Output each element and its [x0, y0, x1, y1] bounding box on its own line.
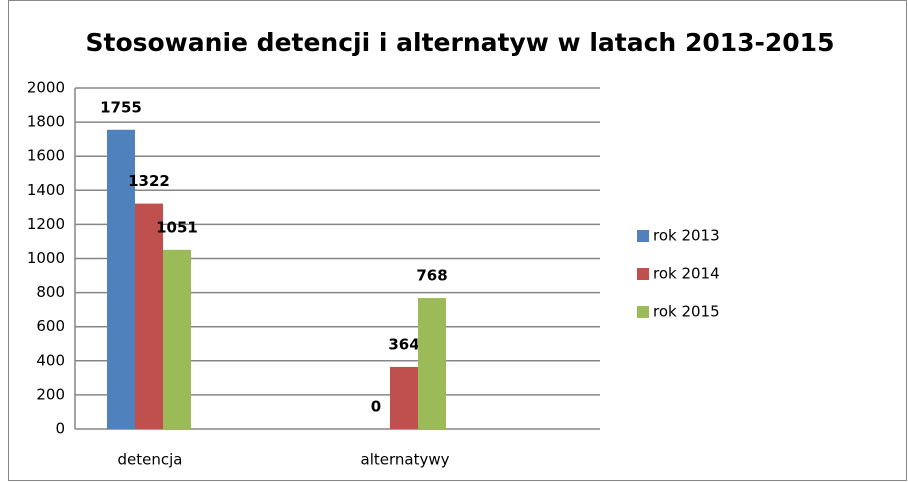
value-label: 1322 — [128, 172, 170, 190]
y-tick-label: 1600 — [27, 147, 65, 165]
y-tick-label: 1200 — [27, 215, 65, 233]
y-tick-label: 1000 — [27, 249, 65, 267]
y-tick-label: 1800 — [27, 113, 65, 131]
y-tick-label: 0 — [55, 420, 65, 438]
legend-swatch — [637, 230, 649, 242]
x-tick-label: alternatywy — [361, 451, 450, 469]
legend-label: rok 2015 — [653, 303, 720, 321]
bar — [135, 203, 163, 429]
x-tick-label: detencja — [118, 451, 183, 469]
value-label: 364 — [388, 335, 419, 353]
bar — [390, 366, 418, 429]
bar — [107, 129, 135, 429]
legend-label: rok 2013 — [653, 227, 720, 245]
value-label: 1755 — [100, 98, 142, 116]
y-tick-label: 200 — [36, 385, 65, 403]
y-tick-label: 800 — [36, 283, 65, 301]
legend-label: rok 2014 — [653, 265, 720, 283]
bar — [163, 249, 191, 429]
value-label: 1051 — [156, 218, 198, 236]
y-tick-label: 1400 — [27, 181, 65, 199]
value-label: 768 — [416, 267, 447, 285]
legend-swatch — [637, 306, 649, 318]
chart-title: Stosowanie detencji i alternatyw w latac… — [86, 28, 835, 57]
legend-swatch — [637, 268, 649, 280]
y-tick-label: 600 — [36, 317, 65, 335]
y-tick-label: 400 — [36, 351, 65, 369]
y-tick-label: 2000 — [27, 79, 65, 97]
bar — [418, 298, 446, 429]
value-label: 0 — [371, 398, 381, 416]
